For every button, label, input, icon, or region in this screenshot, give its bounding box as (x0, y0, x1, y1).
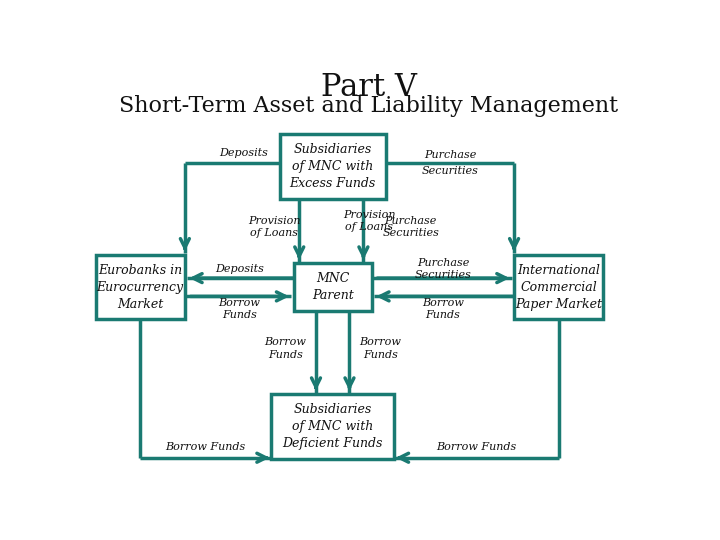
FancyBboxPatch shape (294, 264, 372, 311)
Text: Securities: Securities (421, 166, 478, 176)
Text: Borrow
Funds: Borrow Funds (264, 338, 306, 360)
Text: Purchase
Securities: Purchase Securities (382, 216, 439, 238)
Text: Borrow
Funds: Borrow Funds (422, 298, 464, 320)
Text: Short-Term Asset and Liability Management: Short-Term Asset and Liability Managemen… (120, 96, 618, 117)
Text: Provision
of Loans: Provision of Loans (248, 216, 300, 238)
Text: Subsidiaries
of MNC with
Deficient Funds: Subsidiaries of MNC with Deficient Funds (282, 403, 383, 450)
FancyBboxPatch shape (514, 255, 603, 320)
Text: Eurobanks in
Eurocurrency
Market: Eurobanks in Eurocurrency Market (96, 264, 184, 310)
FancyBboxPatch shape (96, 255, 185, 320)
FancyBboxPatch shape (271, 394, 394, 459)
Text: Subsidiaries
of MNC with
Excess Funds: Subsidiaries of MNC with Excess Funds (289, 143, 376, 190)
Text: Part V: Part V (321, 72, 417, 103)
FancyBboxPatch shape (279, 134, 386, 199)
Text: International
Commercial
Paper Market: International Commercial Paper Market (516, 264, 602, 310)
Text: Borrow Funds: Borrow Funds (166, 442, 246, 451)
Text: Deposits: Deposits (215, 264, 264, 274)
Text: MNC
Parent: MNC Parent (312, 272, 354, 302)
Text: Borrow
Funds: Borrow Funds (359, 338, 401, 360)
Text: Purchase: Purchase (424, 150, 476, 160)
Text: Deposits: Deposits (219, 148, 268, 158)
Text: Borrow Funds: Borrow Funds (436, 442, 516, 451)
Text: Borrow
Funds: Borrow Funds (218, 298, 260, 320)
Text: Provision
of Loans: Provision of Loans (343, 210, 395, 232)
Text: Purchase
Securities: Purchase Securities (415, 258, 472, 280)
